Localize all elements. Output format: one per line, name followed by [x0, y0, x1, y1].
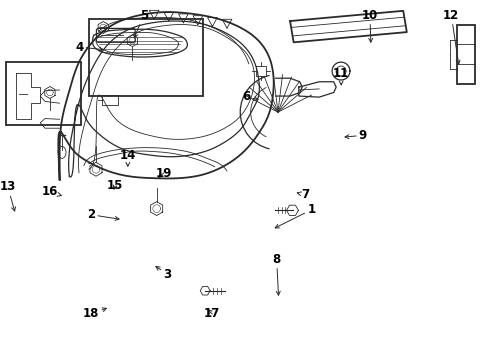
Text: 15: 15 — [106, 179, 123, 193]
Text: 4: 4 — [75, 41, 103, 54]
Text: 17: 17 — [203, 307, 220, 320]
Text: 2: 2 — [87, 208, 119, 221]
Text: 5: 5 — [134, 9, 147, 37]
Text: 8: 8 — [272, 253, 280, 295]
Text: 7: 7 — [297, 188, 309, 201]
Bar — [457, 24, 474, 84]
Text: 19: 19 — [155, 167, 171, 180]
Text: 10: 10 — [361, 9, 377, 42]
Text: 11: 11 — [332, 67, 348, 85]
Bar — [88, 19, 203, 96]
Bar — [102, 95, 117, 105]
Bar — [6, 62, 81, 125]
Text: 14: 14 — [120, 149, 136, 166]
Text: 3: 3 — [156, 266, 171, 281]
Text: 6: 6 — [241, 90, 258, 103]
Text: 18: 18 — [83, 307, 106, 320]
Text: 1: 1 — [275, 203, 315, 228]
Text: 9: 9 — [345, 129, 366, 142]
Text: 13: 13 — [0, 180, 16, 211]
Text: 12: 12 — [442, 9, 459, 64]
Text: 16: 16 — [41, 185, 61, 198]
